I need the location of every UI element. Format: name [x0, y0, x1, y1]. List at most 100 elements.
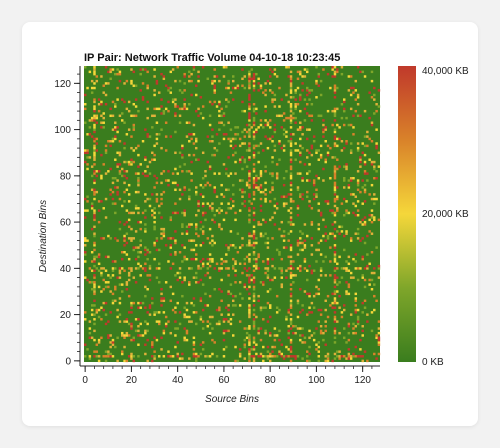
- heatmap-cell: [220, 209, 222, 211]
- heatmap-cell: [193, 133, 195, 135]
- heatmap-cell: [218, 101, 220, 103]
- heatmap-cell: [301, 179, 303, 181]
- heatmap-cell: [140, 244, 142, 246]
- heatmap-cell: [334, 221, 336, 223]
- heatmap-cell: [373, 177, 375, 179]
- heatmap-cell: [334, 330, 336, 332]
- heatmap-cell: [253, 288, 255, 290]
- heatmap-cell: [362, 202, 364, 204]
- heatmap-cell: [227, 82, 229, 84]
- heatmap-cell: [366, 145, 368, 147]
- heatmap-cell: [89, 320, 91, 322]
- heatmap-cell: [119, 152, 121, 154]
- heatmap-cell: [350, 149, 352, 151]
- heatmap-cell: [93, 283, 95, 285]
- heatmap-cell: [371, 214, 373, 216]
- heatmap-cell: [248, 357, 250, 359]
- heatmap-cell: [239, 293, 241, 295]
- heatmap-cell: [174, 152, 176, 154]
- heatmap-cell: [133, 149, 135, 151]
- heatmap-cell: [301, 357, 303, 359]
- heatmap-cell: [288, 209, 290, 211]
- heatmap-cell: [128, 212, 130, 214]
- heatmap-cell: [239, 145, 241, 147]
- heatmap-cell: [89, 267, 91, 269]
- heatmap-cell: [343, 235, 345, 237]
- heatmap-cell: [267, 260, 269, 262]
- heatmap-cell: [364, 350, 366, 352]
- heatmap-cell: [200, 260, 202, 262]
- heatmap-cell: [355, 253, 357, 255]
- heatmap-cell: [364, 135, 366, 137]
- heatmap-cell: [248, 184, 250, 186]
- heatmap-cell: [251, 78, 253, 80]
- heatmap-cell: [322, 260, 324, 262]
- heatmap-cell: [359, 159, 361, 161]
- heatmap-cell: [285, 94, 287, 96]
- heatmap-cell: [271, 346, 273, 348]
- heatmap-cell: [264, 267, 266, 269]
- heatmap-cell: [271, 279, 273, 281]
- heatmap-cell: [239, 355, 241, 357]
- heatmap-cell: [170, 91, 172, 93]
- heatmap-cell: [170, 300, 172, 302]
- heatmap-cell: [311, 272, 313, 274]
- heatmap-cell: [290, 89, 292, 91]
- heatmap-cell: [334, 276, 336, 278]
- heatmap-cell: [211, 339, 213, 341]
- heatmap-cell: [112, 138, 114, 140]
- heatmap-cell: [121, 332, 123, 334]
- heatmap-cell: [255, 184, 257, 186]
- heatmap-cell: [227, 202, 229, 204]
- heatmap-cell: [364, 110, 366, 112]
- heatmap-cell: [362, 274, 364, 276]
- heatmap-cell: [237, 126, 239, 128]
- heatmap-cell: [114, 105, 116, 107]
- heatmap-cell: [112, 300, 114, 302]
- heatmap-cell: [299, 71, 301, 73]
- heatmap-cell: [188, 154, 190, 156]
- heatmap-cell: [232, 193, 234, 195]
- heatmap-cell: [350, 87, 352, 89]
- heatmap-cell: [202, 265, 204, 267]
- heatmap-cell: [255, 128, 257, 130]
- heatmap-cell: [146, 198, 148, 200]
- heatmap-cell: [227, 330, 229, 332]
- heatmap-cell: [91, 202, 93, 204]
- heatmap-cell: [179, 189, 181, 191]
- heatmap-cell: [345, 163, 347, 165]
- heatmap-cell: [91, 87, 93, 89]
- heatmap-cell: [308, 128, 310, 130]
- heatmap-cell: [112, 355, 114, 357]
- heatmap-cell: [290, 293, 292, 295]
- heatmap-cell: [135, 147, 137, 149]
- heatmap-cell: [237, 85, 239, 87]
- heatmap-cell: [151, 360, 153, 362]
- heatmap-cell: [257, 295, 259, 297]
- heatmap-cell: [234, 270, 236, 272]
- heatmap-cell: [267, 302, 269, 304]
- heatmap-cell: [170, 71, 172, 73]
- heatmap-cell: [244, 191, 246, 193]
- heatmap-cell: [160, 293, 162, 295]
- heatmap-cell: [130, 163, 132, 165]
- heatmap-cell: [334, 300, 336, 302]
- heatmap-cell: [357, 147, 359, 149]
- heatmap-cell: [181, 91, 183, 93]
- heatmap-cell: [262, 355, 264, 357]
- heatmap-cell: [348, 179, 350, 181]
- heatmap-cell: [193, 353, 195, 355]
- heatmap-cell: [260, 223, 262, 225]
- heatmap-cell: [285, 202, 287, 204]
- heatmap-cell: [177, 105, 179, 107]
- heatmap-cell: [91, 91, 93, 93]
- heatmap-cell: [334, 316, 336, 318]
- heatmap-cell: [114, 103, 116, 105]
- heatmap-cell: [352, 177, 354, 179]
- heatmap-cell: [93, 159, 95, 161]
- heatmap-cell: [93, 290, 95, 292]
- heatmap-cell: [183, 186, 185, 188]
- heatmap-cell: [262, 219, 264, 221]
- heatmap-cell: [292, 332, 294, 334]
- heatmap-cell: [225, 98, 227, 100]
